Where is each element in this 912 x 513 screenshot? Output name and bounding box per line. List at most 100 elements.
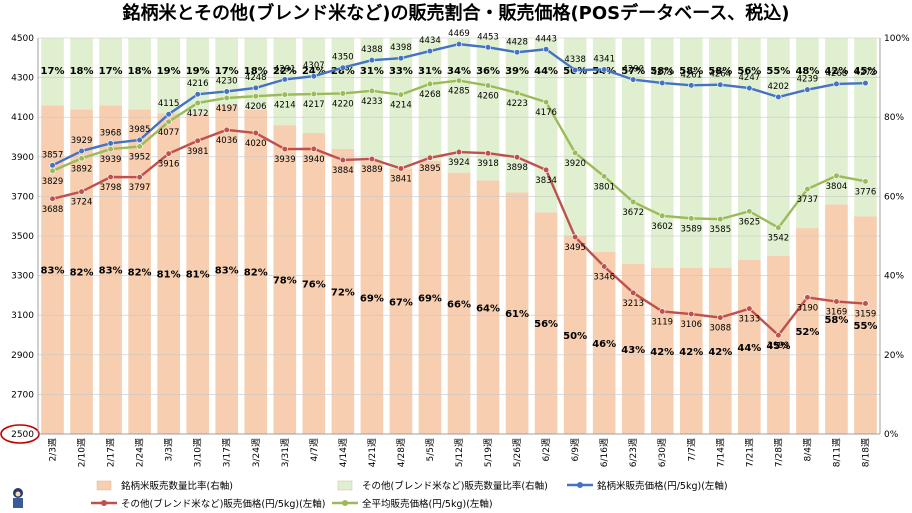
value-label: 3133	[739, 315, 761, 325]
line-point	[165, 111, 172, 118]
brand-ratio-label: 42%	[679, 347, 703, 358]
value-label: 3804	[826, 182, 848, 192]
x-tick-label: 3/24週	[251, 438, 262, 467]
line-point	[601, 66, 608, 73]
value-label: 4220	[332, 99, 354, 109]
x-tick-label: 6/23週	[628, 438, 639, 467]
other-ratio-label: 36%	[476, 66, 500, 77]
bar-brand-ratio	[563, 236, 587, 434]
line-point	[717, 81, 724, 88]
bar-brand-ratio	[360, 160, 384, 434]
bar-other-ratio	[592, 38, 616, 252]
value-label: 4247	[739, 73, 761, 83]
other-ratio-label: 44%	[534, 66, 558, 77]
line-point	[397, 91, 405, 98]
line-point	[281, 91, 288, 98]
bar-brand-ratio	[186, 113, 210, 435]
value-label: 4453	[477, 32, 499, 42]
value-label: 4214	[274, 101, 296, 111]
legend-label: 銘柄米販売価格(円/5kg)(左軸)	[597, 480, 728, 492]
x-tick-label: 6/30週	[657, 438, 668, 467]
y-right-tick-label: 100%	[884, 34, 910, 44]
line-point	[775, 93, 782, 101]
line-point	[455, 41, 463, 48]
x-tick-label: 7/28週	[773, 438, 784, 467]
bar-brand-ratio	[418, 160, 442, 434]
x-tick-label: 3/17週	[222, 438, 233, 467]
value-label: 4206	[245, 102, 267, 112]
bar-other-ratio	[650, 38, 674, 268]
other-ratio-label: 58%	[650, 66, 674, 77]
legend: 銘柄米販売数量比率(右軸) その他(ブレンド米など)販売数量比率(右軸) 銘柄米販売…	[91, 480, 728, 510]
legend-marker	[577, 482, 583, 488]
brand-ratio-label: 72%	[331, 287, 355, 298]
line-point	[310, 145, 317, 152]
y-right-tick-label: 80%	[884, 113, 904, 123]
line-point	[426, 80, 434, 88]
value-label: 3585	[709, 225, 731, 235]
legend-label: その他(ブレンド米など)販売価格(円/5kg)(左軸)	[121, 498, 326, 510]
bar-other-ratio	[679, 38, 703, 268]
value-label: 3672	[622, 208, 644, 218]
brand-ratio-label: 46%	[592, 339, 616, 350]
value-label: 4264	[709, 70, 731, 80]
value-label: 3190	[797, 303, 819, 313]
value-label: 3985	[129, 125, 151, 135]
value-label: 4291	[274, 64, 296, 74]
x-tick-label: 3/31週	[280, 438, 291, 467]
line-point	[194, 91, 201, 98]
y-right-tick-label: 0%	[884, 430, 899, 440]
line-point	[543, 99, 550, 106]
y-left-tick-label: 4300	[11, 74, 34, 84]
line-point	[136, 174, 143, 181]
value-label: 4233	[361, 97, 383, 107]
value-label: 3602	[651, 222, 673, 232]
brand-ratio-label: 69%	[418, 293, 442, 304]
bar-brand-ratio	[447, 172, 471, 434]
value-label: 4261	[680, 70, 702, 80]
other-ratio-label: 31%	[418, 66, 442, 77]
other-ratio-label: 57%	[621, 66, 645, 77]
other-ratio-label: 42%	[824, 66, 848, 77]
brand-ratio-label: 83%	[99, 266, 123, 277]
line-point	[543, 166, 550, 173]
value-label: 3106	[680, 320, 702, 330]
line-point	[717, 216, 724, 223]
bar-other-ratio	[505, 38, 529, 193]
line-point	[630, 76, 637, 83]
line-point	[223, 94, 230, 102]
line-point	[310, 90, 317, 98]
value-label: 4350	[332, 53, 354, 63]
other-ratio-label: 18%	[244, 66, 268, 77]
line-point	[513, 154, 521, 161]
value-label: 4285	[448, 87, 470, 97]
line-point	[484, 82, 492, 89]
bar-brand-ratio	[215, 105, 239, 434]
value-label: 3940	[303, 155, 325, 165]
x-tick-label: 7/14週	[715, 438, 726, 467]
other-ratio-label: 24%	[302, 66, 326, 77]
line-point	[775, 332, 782, 339]
bar-brand-ratio	[273, 125, 297, 435]
line-point	[717, 314, 724, 321]
legend-label: 銘柄米販売数量比率(右軸)	[121, 480, 233, 492]
value-label: 3798	[100, 183, 122, 193]
y-left-tick-label: 4100	[11, 113, 34, 123]
value-label: 3776	[855, 187, 877, 197]
bar-other-ratio	[621, 38, 645, 264]
brand-ratio-label: 69%	[360, 293, 384, 304]
value-label: 4290	[622, 65, 644, 75]
value-label: 3952	[129, 153, 151, 163]
bar-brand-ratio	[592, 251, 616, 434]
bar-brand-ratio	[738, 259, 761, 434]
line-point	[688, 310, 695, 318]
bar-other-ratio	[389, 38, 413, 169]
value-label: 3119	[651, 317, 673, 327]
other-ratio-label: 19%	[186, 66, 210, 77]
x-tick-label: 7/7週	[686, 438, 697, 462]
brand-ratio-label: 81%	[186, 270, 210, 281]
bar-other-ratio	[418, 38, 442, 161]
line-point	[223, 126, 230, 133]
value-label: 3688	[42, 205, 64, 215]
line-point	[746, 208, 753, 215]
